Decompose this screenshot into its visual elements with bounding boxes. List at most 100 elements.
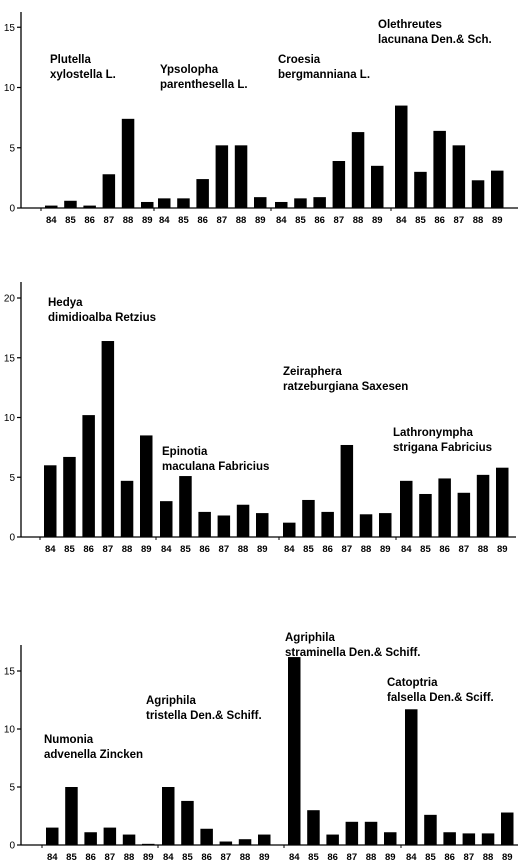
y-tick-label: 10 xyxy=(4,725,16,736)
bar xyxy=(501,812,514,845)
x-tick-label: 84 xyxy=(289,852,300,863)
bar xyxy=(275,201,288,208)
x-tick-label: 87 xyxy=(219,544,230,555)
bar xyxy=(177,198,190,208)
species-label: straminella Den.& Schiff. xyxy=(285,647,420,659)
x-tick-label: 88 xyxy=(122,544,133,555)
x-tick-label: 84 xyxy=(276,215,287,226)
y-tick-label: 15 xyxy=(4,667,16,678)
x-tick-label: 89 xyxy=(502,852,513,863)
bar xyxy=(433,130,446,208)
bar xyxy=(238,839,252,845)
species-label: advenella Zincken xyxy=(44,749,143,761)
bar xyxy=(414,171,427,208)
x-tick-label: 89 xyxy=(142,215,153,226)
species-label: falsella Den.& Sciff. xyxy=(387,692,494,704)
x-tick-label: 85 xyxy=(182,852,193,863)
x-tick-label: 86 xyxy=(314,215,325,226)
bar xyxy=(443,832,456,845)
bar xyxy=(160,501,173,537)
x-tick-label: 85 xyxy=(64,544,75,555)
x-tick-label: 88 xyxy=(361,544,372,555)
species-label: Ypsolopha xyxy=(160,64,219,76)
x-tick-label: 89 xyxy=(255,215,266,226)
bar xyxy=(215,145,229,208)
bar xyxy=(364,821,378,845)
species-label: Plutella xyxy=(50,54,92,66)
bar xyxy=(234,145,248,208)
bar xyxy=(141,201,154,208)
species-label: parenthesella L. xyxy=(160,79,248,91)
x-tick-label: 87 xyxy=(221,852,232,863)
x-tick-label: 86 xyxy=(84,215,95,226)
bar xyxy=(332,161,346,208)
bar xyxy=(103,827,117,845)
y-tick-label: 0 xyxy=(9,204,15,215)
y-tick-label: 10 xyxy=(4,83,16,94)
bar xyxy=(283,522,296,537)
x-tick-label: 85 xyxy=(180,544,191,555)
bar xyxy=(236,504,250,537)
chart-panel-1: 0 5 10 15 84 85 86 87 88 89 Plutella xylostella L. 8… xyxy=(4,12,518,226)
chart-panel-2: 0 5 10 15 20 84 85 86 87 88 89 Hedya dimidioalba Ret… xyxy=(4,282,516,555)
bar xyxy=(294,198,307,208)
y-tick-label: 0 xyxy=(9,841,15,852)
bar xyxy=(302,499,315,537)
bar xyxy=(400,480,413,537)
chart-panel-3: 0 5 10 15 84 85 86 87 88 89 Numonia advenella Zinck… xyxy=(4,632,518,863)
x-tick-label: 87 xyxy=(454,215,465,226)
bar xyxy=(162,787,175,845)
x-tick-label: 84 xyxy=(46,215,57,226)
x-tick-label: 84 xyxy=(401,544,412,555)
species-label: xylostella L. xyxy=(50,69,116,81)
x-tick-label: 85 xyxy=(308,852,319,863)
x-tick-label: 89 xyxy=(141,544,152,555)
species-label: Croesia xyxy=(278,54,321,66)
bar xyxy=(457,492,471,537)
x-tick-label: 86 xyxy=(439,544,450,555)
species-label: Catoptria xyxy=(387,677,438,689)
species-label: Hedya xyxy=(48,297,83,309)
bar xyxy=(307,810,320,845)
x-tick-label: 87 xyxy=(334,215,345,226)
bar xyxy=(345,821,359,845)
bar xyxy=(101,341,115,537)
bar xyxy=(395,105,408,208)
bar xyxy=(326,834,339,845)
x-tick-label: 85 xyxy=(420,544,431,555)
bar xyxy=(46,827,59,845)
bar xyxy=(340,444,354,537)
y-tick-label: 5 xyxy=(9,143,15,154)
bar xyxy=(142,843,155,845)
x-tick-label: 87 xyxy=(464,852,475,863)
x-tick-label: 88 xyxy=(124,852,135,863)
bar xyxy=(120,480,134,537)
bar xyxy=(65,787,78,845)
species-label: dimidioalba Retzius xyxy=(48,312,156,324)
species-label: Zeiraphera xyxy=(283,366,342,378)
species-label: tristella Den.& Schiff. xyxy=(146,710,262,722)
bar xyxy=(481,833,495,845)
x-tick-label: 86 xyxy=(197,215,208,226)
x-tick-label: 84 xyxy=(161,544,172,555)
species-label: Olethreutes xyxy=(378,19,442,31)
bar xyxy=(196,179,209,208)
x-tick-label: 84 xyxy=(284,544,295,555)
y-tick-label: 5 xyxy=(9,783,15,794)
x-tick-label: 84 xyxy=(396,215,407,226)
x-tick-label: 85 xyxy=(303,544,314,555)
y-tick-label: 15 xyxy=(4,353,16,364)
x-tick-label: 88 xyxy=(353,215,364,226)
x-tick-label: 87 xyxy=(103,544,114,555)
x-tick-label: 85 xyxy=(425,852,436,863)
x-tick-label: 87 xyxy=(347,852,358,863)
bar xyxy=(44,465,57,537)
bar xyxy=(82,415,95,537)
x-tick-label: 86 xyxy=(199,544,210,555)
species-label: Numonia xyxy=(44,734,94,746)
bar xyxy=(179,476,192,537)
x-tick-label: 85 xyxy=(65,215,76,226)
bar xyxy=(313,197,326,208)
x-tick-label: 84 xyxy=(163,852,174,863)
x-tick-label: 89 xyxy=(257,544,268,555)
